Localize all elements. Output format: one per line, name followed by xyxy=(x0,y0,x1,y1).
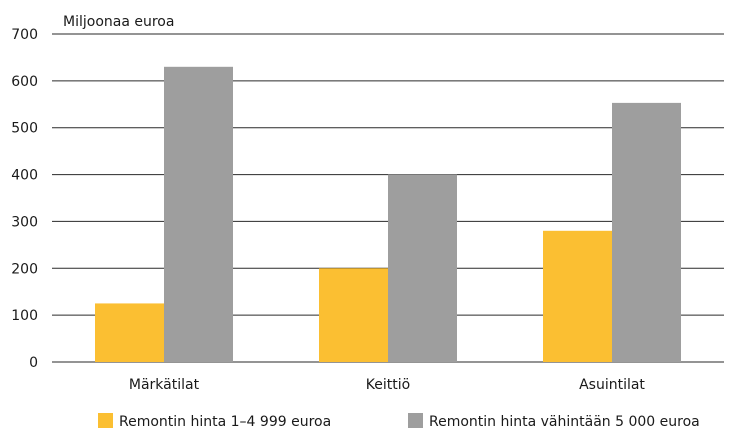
legend-swatch xyxy=(408,413,423,428)
x-tick-label: Märkätilat xyxy=(129,377,200,393)
legend: Remontin hinta 1–4 999 euroa Remontin hin… xyxy=(98,413,700,430)
y-tick-label: 700 xyxy=(11,27,38,43)
bar-large-2 xyxy=(612,102,681,362)
y-tick-label: 200 xyxy=(11,261,38,277)
bars xyxy=(95,66,681,363)
bar-large-1 xyxy=(388,174,457,362)
y-tick-label: 600 xyxy=(11,74,38,90)
legend-swatch xyxy=(98,413,113,428)
bar-large-0 xyxy=(164,66,233,363)
x-tick-labels: Märkätilat Keittiö Asuintilat xyxy=(129,377,646,393)
y-tick-label: 100 xyxy=(11,308,38,324)
bar-small-2 xyxy=(543,230,612,362)
x-tick-label: Asuintilat xyxy=(579,377,645,393)
y-axis-label: Miljoonaa euroa xyxy=(63,14,174,30)
legend-label: Remontin hinta 1–4 999 euroa xyxy=(119,414,331,430)
bar-small-1 xyxy=(319,268,388,362)
y-tick-labels: 0 100 200 300 400 500 600 700 xyxy=(11,27,38,371)
bar-small-0 xyxy=(95,303,164,362)
y-tick-label: 300 xyxy=(11,214,38,230)
legend-label: Remontin hinta vähintään 5 000 euroa xyxy=(429,414,700,430)
y-tick-label: 500 xyxy=(11,121,38,137)
y-tick-label: 0 xyxy=(29,355,38,371)
y-tick-label: 400 xyxy=(11,168,38,184)
x-tick-label: Keittiö xyxy=(366,377,410,393)
